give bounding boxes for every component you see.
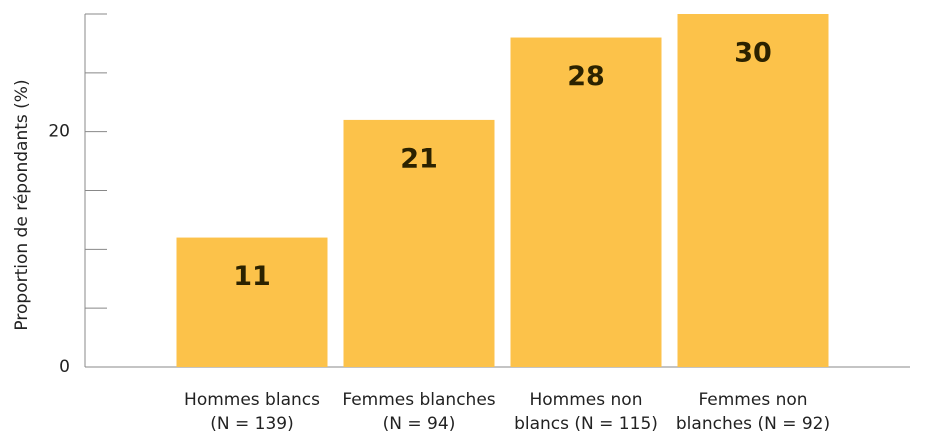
x-tick-label: Femmes blanches: [342, 390, 495, 410]
bar: [343, 119, 495, 368]
x-tick-label: (N = 94): [383, 414, 456, 434]
x-tick-label: Hommes non: [530, 390, 643, 410]
x-tick-label: Hommes blancs: [184, 390, 320, 410]
x-tick-label: Femmes non: [698, 390, 807, 410]
value-label: 28: [567, 61, 605, 92]
x-tick-label: blancs (N = 115): [514, 414, 658, 434]
x-tick-label: blanches (N = 92): [676, 414, 830, 434]
y-tick-label: 0: [59, 357, 70, 377]
y-axis-label: Proportion de répondants (%): [12, 79, 32, 330]
bar: [677, 14, 829, 367]
value-label: 30: [734, 38, 772, 69]
bar: [176, 237, 328, 367]
x-tick-label: (N = 139): [210, 414, 293, 434]
bar: [510, 37, 662, 368]
y-tick-label: 20: [48, 122, 70, 142]
value-label: 21: [400, 143, 438, 174]
value-label: 11: [233, 261, 271, 292]
